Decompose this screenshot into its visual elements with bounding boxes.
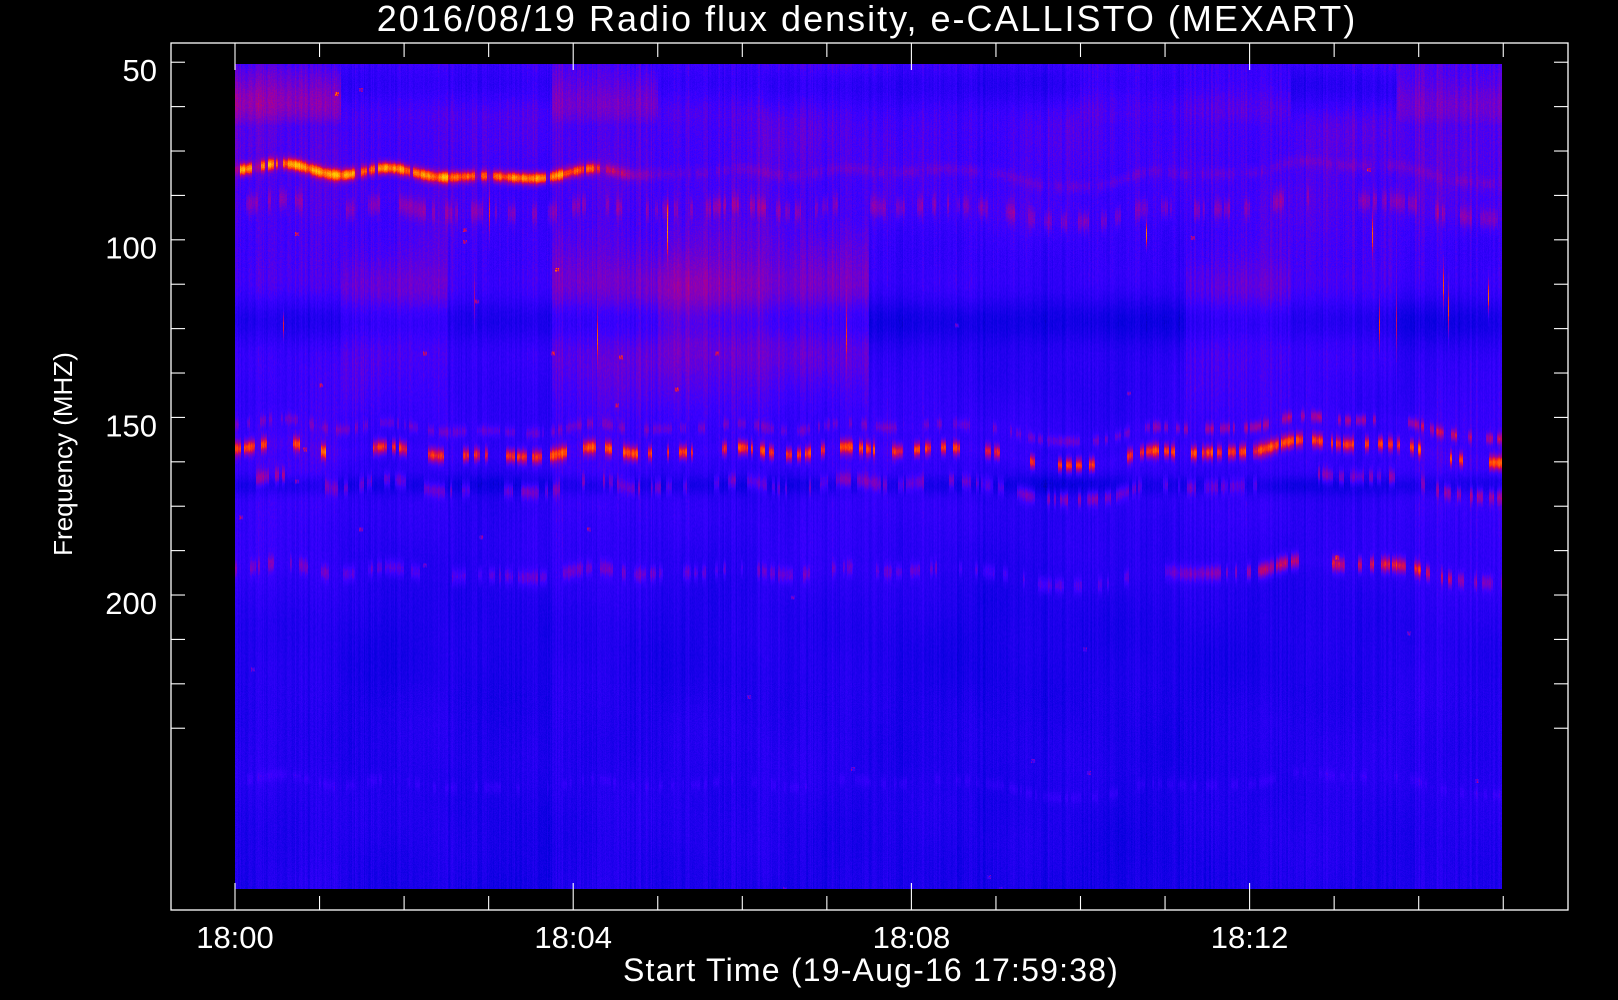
svg-text:18:08: 18:08	[873, 920, 951, 955]
svg-text:18:00: 18:00	[196, 920, 274, 955]
svg-text:100: 100	[105, 231, 157, 266]
svg-text:2016/08/19 Radio flux densit: 2016/08/19 Radio flux density, e-CALLIST…	[377, 0, 1357, 39]
svg-text:200: 200	[105, 586, 157, 621]
svg-text:150: 150	[105, 408, 157, 443]
svg-text:50: 50	[123, 53, 157, 88]
svg-text:Start Time (19-Aug-16 17:59:38: Start Time (19-Aug-16 17:59:38)	[623, 952, 1119, 988]
svg-text:Frequency (MHZ): Frequency (MHZ)	[48, 352, 78, 556]
svg-text:18:12: 18:12	[1211, 920, 1289, 955]
svg-text:18:04: 18:04	[534, 920, 612, 955]
